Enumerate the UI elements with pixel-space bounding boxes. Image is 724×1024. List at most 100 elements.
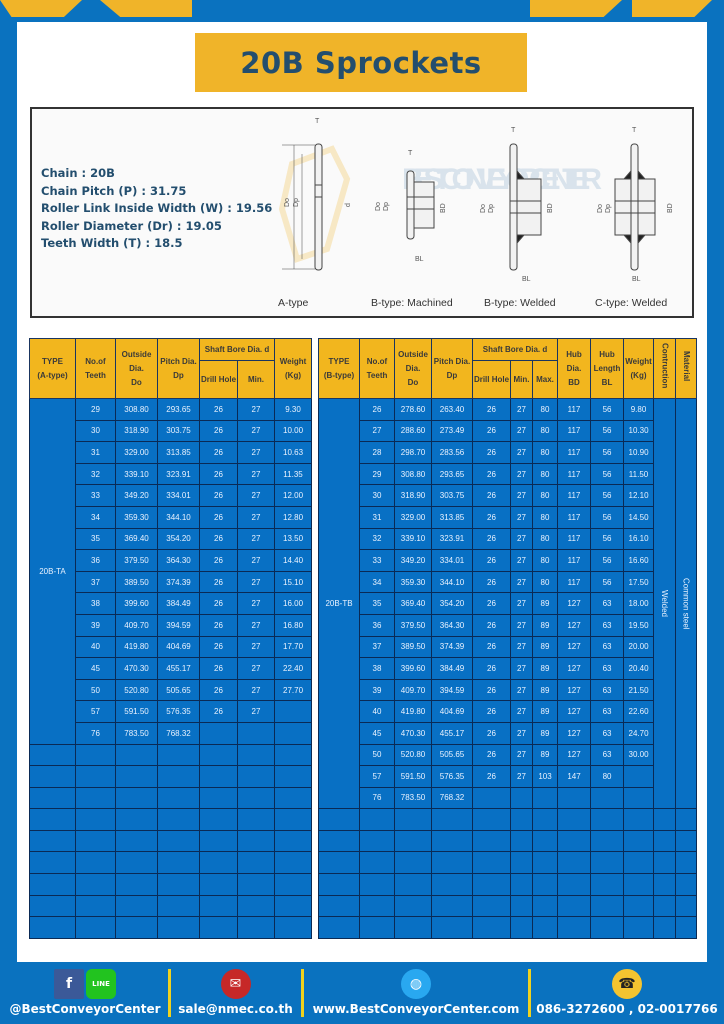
dim-dp-label: Dp: [605, 204, 612, 213]
footer-email[interactable]: ✉ sale@nmec.co.th: [178, 962, 293, 1024]
empty-cell: [29, 765, 76, 788]
table-cell: 308.80: [115, 398, 158, 421]
table-row: [29, 765, 313, 788]
empty-cell: [75, 808, 116, 831]
empty-cell: [472, 829, 511, 853]
table-row: [318, 916, 698, 939]
footer-phone[interactable]: ☎ 086-3272600 , 02-0017766: [536, 962, 718, 1024]
facebook-icon[interactable]: f: [54, 969, 84, 999]
empty-cell: [115, 873, 158, 896]
table-row: 33 349.20 334.01 26 27 12.00: [30, 484, 313, 507]
table-cell: 56: [590, 419, 625, 443]
dim-do-label: Do: [480, 204, 487, 213]
empty-cell: [274, 851, 313, 875]
empty-cell: [75, 743, 116, 767]
empty-cell: [236, 873, 276, 896]
empty-cell: [318, 894, 360, 918]
empty-cell: [359, 873, 395, 896]
empty-cell: [157, 743, 200, 767]
header-label: Dia.: [405, 363, 421, 373]
empty-cell: [675, 894, 698, 918]
dim-bd-label: BD: [547, 203, 554, 213]
empty-cell: [557, 851, 592, 875]
table-cell: 293.65: [431, 462, 473, 486]
table-cell: [472, 786, 511, 810]
header-label: (Kg): [630, 370, 647, 380]
empty-cell: [431, 829, 473, 853]
table-cell: 26: [199, 613, 238, 637]
table-cell: 12.10: [623, 484, 655, 507]
table-cell: 26: [199, 570, 238, 594]
website-link[interactable]: www.BestConveyorCenter.com: [312, 1002, 520, 1016]
header-label: TYPE: [42, 356, 63, 366]
empty-cell: [590, 894, 625, 918]
table-row: 76 783.50 768.32: [30, 721, 313, 745]
empty-cell: [29, 743, 76, 767]
table-cell: 34: [75, 505, 116, 529]
email-address[interactable]: sale@nmec.co.th: [178, 1002, 293, 1016]
table-cell: 32: [359, 527, 395, 551]
empty-cell: [75, 829, 116, 853]
table-cell: 27: [510, 570, 533, 594]
table-row: [29, 808, 313, 831]
table-cell: 26: [472, 743, 511, 767]
col-pitch-dia: Pitch Dia. Dp: [431, 338, 473, 399]
table-cell: 273.49: [431, 419, 473, 443]
empty-cell: [359, 916, 395, 939]
table-cell: 21.50: [623, 678, 655, 702]
table-row: [29, 786, 313, 810]
c-type-welded-drawing: [614, 143, 656, 271]
table-cell: 26: [199, 592, 238, 615]
table-cell: 329.00: [115, 441, 158, 464]
table-cell: 39: [75, 613, 116, 637]
table-cell: 349.20: [115, 484, 158, 507]
line-icon[interactable]: LINE: [86, 969, 116, 999]
empty-cell: [531, 873, 559, 896]
table-cell: 35: [359, 592, 395, 615]
footer-website[interactable]: ◍ www.BestConveyorCenter.com: [310, 962, 522, 1024]
empty-cell: [590, 829, 625, 853]
empty-cell: [359, 894, 395, 918]
table-cell: 56: [590, 549, 625, 572]
table-cell: 288.60: [394, 419, 432, 443]
table-cell: 27: [510, 635, 533, 659]
table-cell: 26: [472, 635, 511, 659]
table-cell: 16.10: [623, 527, 655, 551]
table-cell: 117: [557, 441, 592, 464]
dim-dp-label: Dp: [488, 204, 495, 213]
empty-cell: [75, 786, 116, 810]
table-cell: 34: [359, 570, 395, 594]
empty-cell: [199, 873, 238, 896]
b-type-welded-drawing: [509, 143, 542, 271]
table-cell: 22.60: [623, 700, 655, 723]
phone-numbers[interactable]: 086-3272600 , 02-0017766: [536, 1002, 718, 1016]
header-label: Pitch Dia.: [160, 356, 197, 366]
header-label: Pitch Dia.: [433, 356, 471, 366]
table-cell: 40: [75, 635, 116, 659]
header-label: Outside: [121, 349, 152, 359]
diagram-drawings: BEST CONVEYOR CENTER Do Dp T d Do Dp T B…: [278, 118, 674, 309]
footer-social[interactable]: f LINE @BestConveyorCenter: [10, 962, 161, 1024]
table-cell: 520.80: [115, 678, 158, 702]
table-cell: 313.85: [431, 505, 473, 529]
table-cell: [623, 765, 655, 788]
table-cell: 63: [590, 592, 625, 615]
a-type-label: A-type: [278, 297, 309, 309]
table-cell: 389.50: [394, 635, 432, 659]
table-cell: 117: [557, 419, 592, 443]
table-cell: 359.30: [115, 505, 158, 529]
table-cell: 399.60: [394, 657, 432, 680]
table-cell: 89: [531, 700, 559, 723]
table-cell: 783.50: [394, 786, 432, 810]
header-label: (Kg): [285, 370, 302, 380]
empty-cell: [590, 808, 625, 831]
dim-bd-label: BD: [667, 203, 674, 213]
table-cell: 63: [590, 613, 625, 637]
table-cell: 27: [236, 527, 276, 551]
table-row: 30 318.90 303.75 26 27 80 117 56 12.10: [319, 484, 697, 507]
table-row: [29, 916, 313, 939]
header-label: Hub: [599, 349, 615, 359]
table-cell: 783.50: [115, 721, 158, 745]
header-label: No.of: [85, 356, 106, 366]
table-cell: 127: [557, 635, 592, 659]
